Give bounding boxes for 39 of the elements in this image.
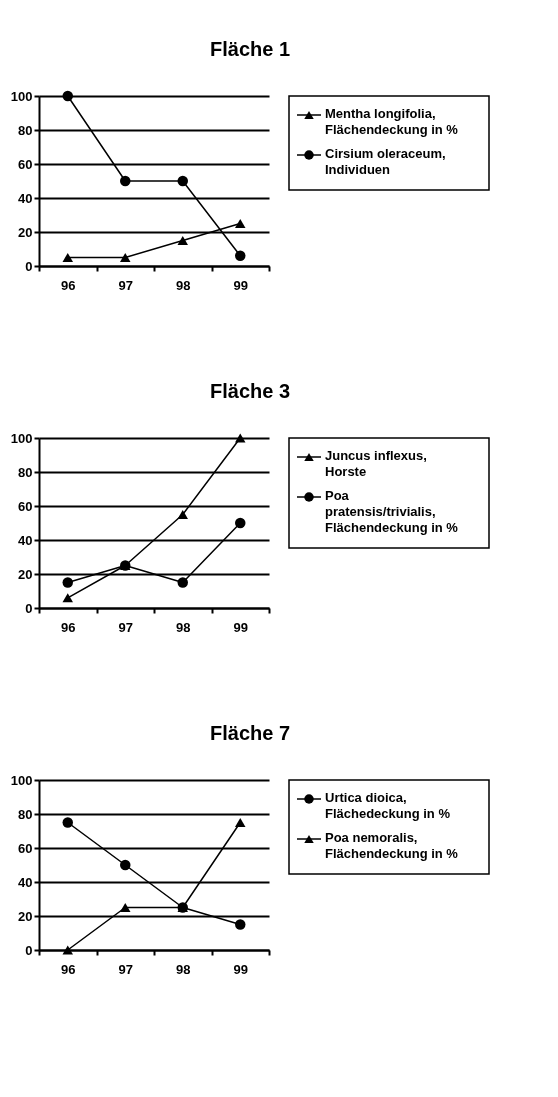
y-tick-label: 60 (18, 156, 33, 172)
x-tick-label: 98 (176, 961, 191, 977)
legend-label: Poa nemoralis, Flächendeckung in % (325, 830, 459, 861)
x-tick-label: 99 (233, 619, 248, 635)
y-tick-label: 20 (18, 224, 33, 240)
y-tick-label: 40 (18, 190, 33, 206)
x-tick-label: 96 (61, 619, 76, 635)
x-tick-label: 96 (61, 277, 76, 293)
x-tick-label: 99 (233, 961, 248, 977)
y-tick-label: 80 (18, 122, 33, 138)
y-tick-label: 80 (18, 806, 33, 822)
legend-label: Poa pratensis/trivialis, Flächendeckung in % (325, 488, 459, 535)
x-tick-label: 98 (176, 277, 191, 293)
x-tick-label: 98 (176, 619, 191, 635)
x-tick-label: 96 (61, 961, 76, 977)
y-tick-label: 0 (25, 258, 33, 274)
legend-label: Juncus inflexus, Horste (325, 448, 427, 479)
y-tick-label: 100 (10, 88, 33, 104)
x-tick-label: 97 (118, 277, 133, 293)
y-tick-label: 100 (10, 772, 33, 788)
y-tick-label: 20 (18, 566, 33, 582)
y-tick-label: 0 (25, 942, 33, 958)
x-tick-label: 99 (233, 277, 248, 293)
legend-label: Urtica dioica, Flächedeckung in % (325, 790, 451, 821)
y-tick-label: 40 (18, 532, 33, 548)
y-tick-label: 80 (18, 464, 33, 480)
y-tick-label: 0 (25, 600, 33, 616)
y-tick-label: 40 (18, 874, 33, 890)
chart-title: Fläche 1 (210, 38, 291, 60)
chart-title: Fläche 3 (210, 380, 291, 402)
chart-title: Fläche 7 (210, 722, 291, 744)
y-tick-label: 60 (18, 498, 33, 514)
y-tick-label: 20 (18, 908, 33, 924)
y-tick-label: 100 (10, 430, 33, 446)
y-tick-label: 60 (18, 840, 33, 856)
legend-label: Cirsium oleraceum, Individuen (325, 146, 446, 177)
x-tick-label: 97 (118, 961, 133, 977)
x-tick-label: 97 (118, 619, 133, 635)
legend-label: Mentha longifolia, Flächendeckung in % (325, 106, 459, 137)
